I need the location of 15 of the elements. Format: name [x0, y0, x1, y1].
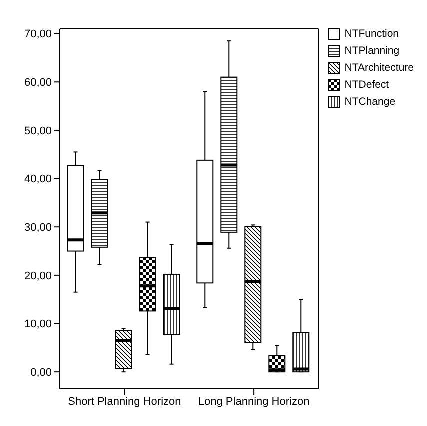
- y-tick-label: 70,00: [24, 28, 52, 41]
- x-tick-label: Short Planning Horizon: [68, 396, 182, 408]
- legend-label: NTPlanning: [344, 45, 400, 57]
- y-tick-label: 30,00: [24, 222, 52, 234]
- legend-label: NTDefect: [344, 79, 390, 91]
- y-tick-label: 60,00: [24, 77, 52, 90]
- x-tick-label: Long Planning Horizon: [198, 396, 310, 408]
- y-tick-label: 20,00: [24, 270, 52, 282]
- legend-label: NTFunction: [344, 28, 400, 40]
- y-tick-label: 10,00: [24, 318, 52, 331]
- y-tick-label: 50,00: [24, 125, 52, 138]
- legend-label: NTArchitecture: [344, 62, 414, 74]
- legend-label: NTChange: [344, 96, 396, 108]
- y-tick-label: 0,00: [30, 366, 52, 379]
- y-tick-label: 40,00: [24, 174, 52, 186]
